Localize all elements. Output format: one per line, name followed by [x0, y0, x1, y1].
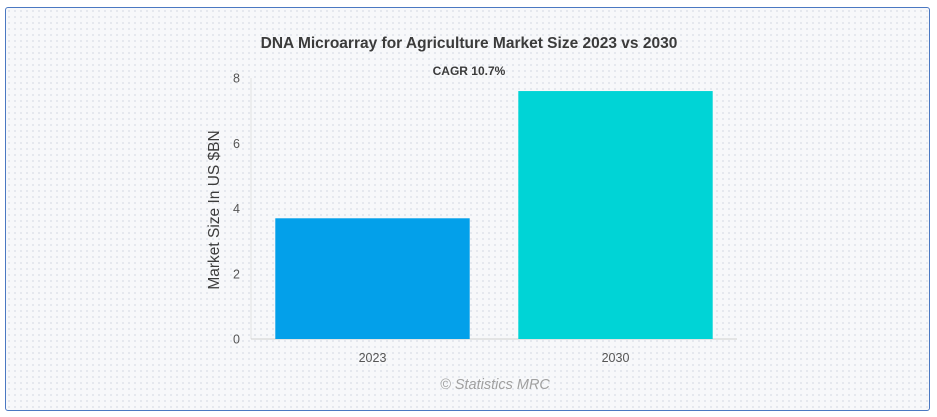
chart-title: DNA Microarray for Agriculture Market Si… — [261, 35, 678, 52]
bar-2030 — [518, 91, 713, 339]
y-tick-label: 2 — [233, 267, 240, 281]
x-tick-label: 2030 — [602, 351, 630, 365]
y-tick-label: 4 — [233, 202, 240, 216]
x-ticks: 2023 2030 — [359, 351, 630, 365]
chart-frame — [5, 7, 930, 411]
y-axis-label: Market Size In US $BN — [206, 130, 223, 289]
credit-text: © Statistics MRC — [440, 377, 550, 393]
x-tick-label: 2023 — [359, 351, 387, 365]
y-tick-label: 6 — [233, 137, 240, 151]
y-ticks: 0 2 4 6 8 — [233, 72, 240, 347]
chart-subtitle: CAGR 10.7% — [433, 64, 506, 78]
y-tick-label: 0 — [233, 333, 240, 347]
y-tick-label: 8 — [233, 72, 240, 86]
bars — [275, 91, 713, 339]
bar-2023 — [275, 218, 470, 339]
